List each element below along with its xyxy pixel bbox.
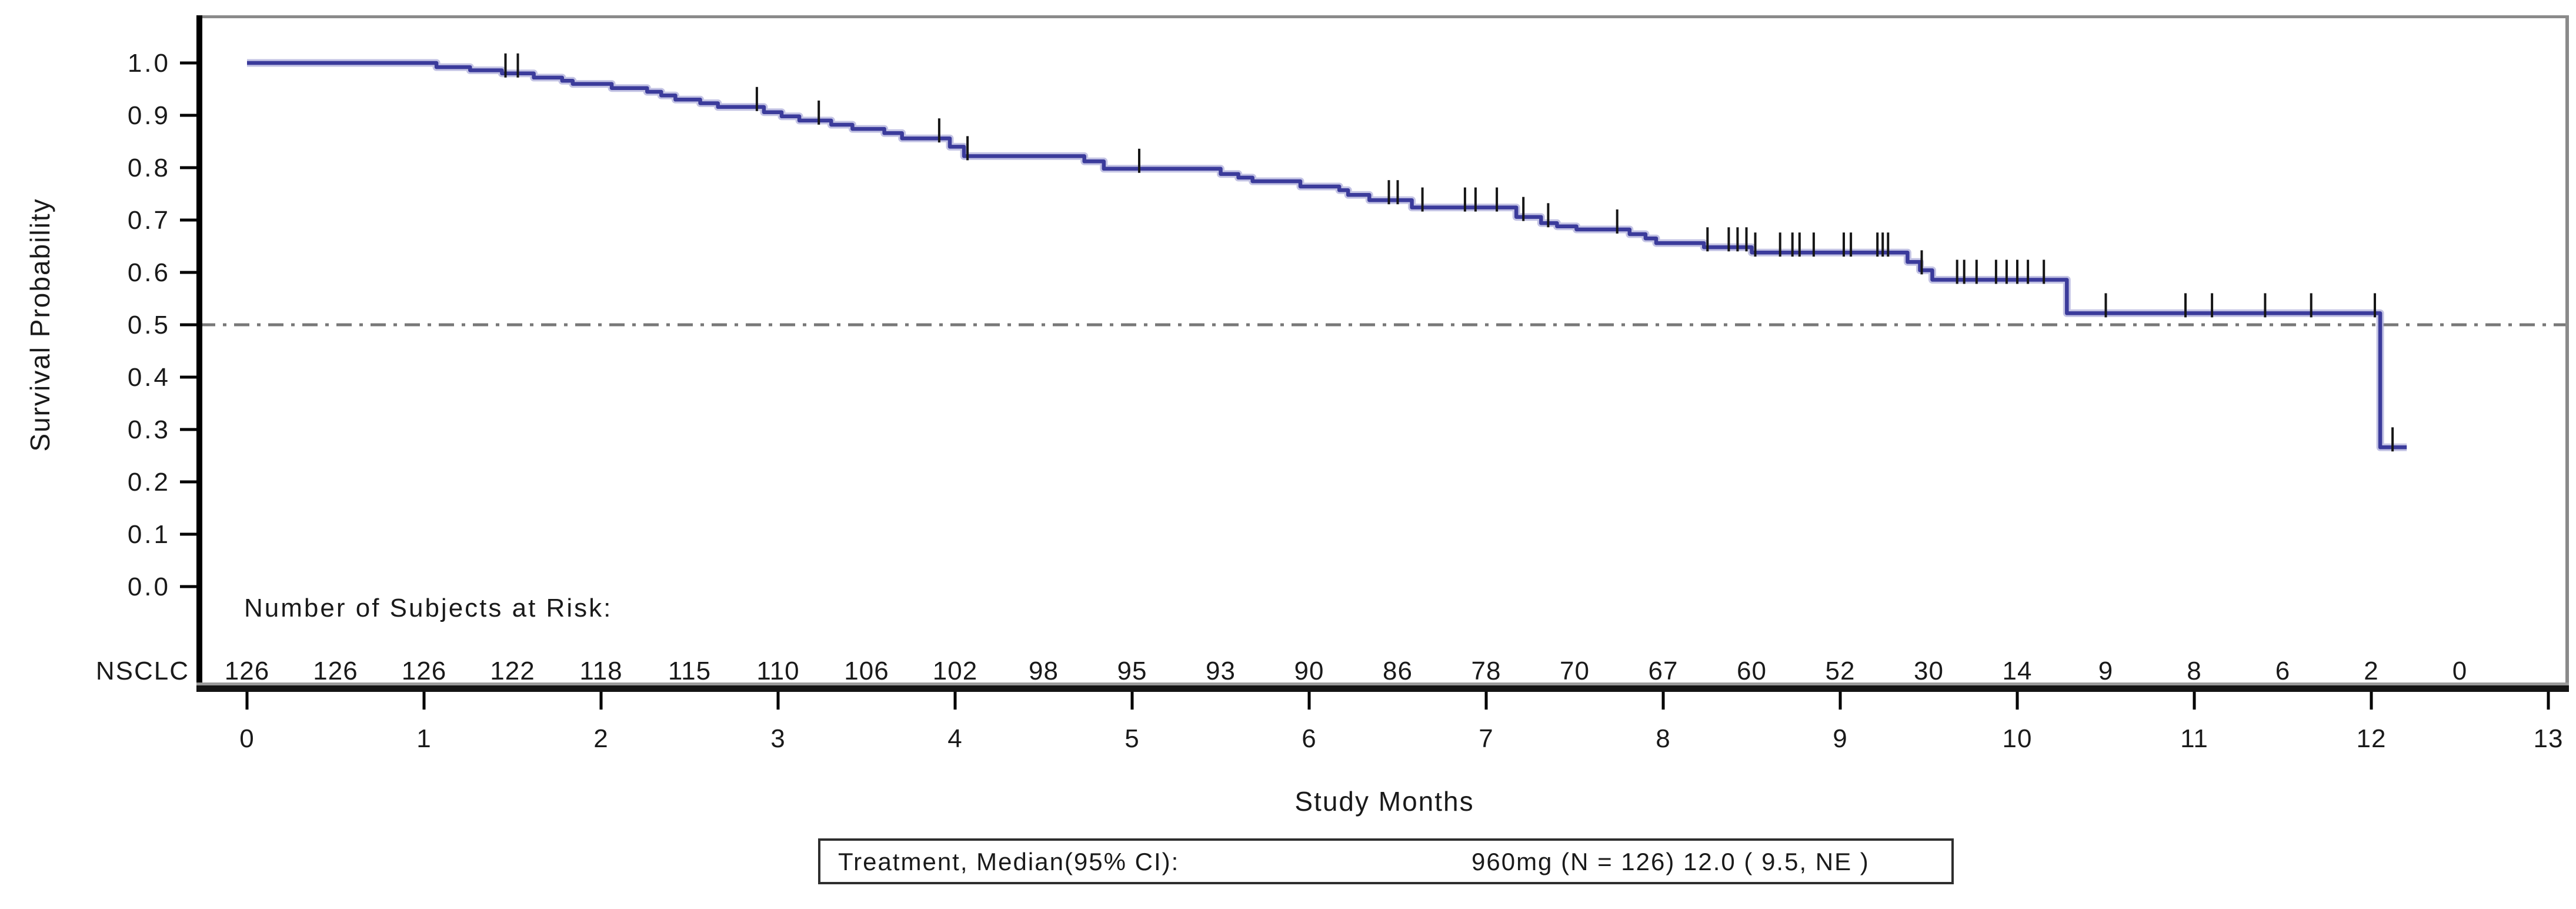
y-tick-label: 0.4 xyxy=(128,363,171,392)
at-risk-count: 30 xyxy=(1914,657,1944,685)
y-tick-label: 0.9 xyxy=(128,101,171,130)
y-tick-label: 0.5 xyxy=(128,311,171,339)
at-risk-count: 106 xyxy=(844,657,889,685)
at-risk-count: 110 xyxy=(756,657,799,685)
x-axis-highlight xyxy=(196,682,2569,685)
x-tick-label: 9 xyxy=(1833,724,1847,753)
x-tick-label: 10 xyxy=(2003,724,2033,753)
y-tick-label: 1.0 xyxy=(128,49,171,78)
legend: Treatment, Median(95% CI): 960mg (N = 12… xyxy=(818,838,1954,884)
at-risk-count: 126 xyxy=(313,657,358,685)
legend-prefix-label: Treatment, Median(95% CI): xyxy=(838,848,1179,875)
x-tick-label: 5 xyxy=(1125,724,1139,753)
y-tick-label: 0.1 xyxy=(128,520,171,549)
at-risk-count: 95 xyxy=(1117,657,1147,685)
x-tick-label: 2 xyxy=(593,724,608,753)
y-tick-label: 0.2 xyxy=(128,468,171,497)
at-risk-count: 2 xyxy=(2364,657,2378,685)
y-tick-label: 0.7 xyxy=(128,206,171,235)
y-tick-label: 0.3 xyxy=(128,415,171,444)
at-risk-count: 60 xyxy=(1737,657,1767,685)
y-tick-label: 0.6 xyxy=(128,258,171,287)
x-tick-label: 1 xyxy=(416,724,431,753)
at-risk-count: 93 xyxy=(1206,657,1236,685)
at-risk-count: 8 xyxy=(2187,657,2201,685)
at-risk-count: 115 xyxy=(668,657,711,685)
at-risk-count: 86 xyxy=(1383,657,1413,685)
legend-entry-label: 960mg (N = 126) 12.0 ( 9.5, NE ) xyxy=(1471,848,1870,875)
y-axis-title: Survival Probability xyxy=(25,198,55,451)
x-tick-label: 8 xyxy=(1656,724,1670,753)
chart-generated-layer: 1.00.90.80.70.60.50.40.30.20.10.00 1 2 3 4 5 6… xyxy=(128,15,2569,866)
plot-frame-right xyxy=(2565,15,2569,692)
at-risk-count: 118 xyxy=(579,657,622,685)
at-risk-count: 52 xyxy=(1826,657,1856,685)
at-risk-count: 122 xyxy=(490,657,535,685)
at-risk-count: 126 xyxy=(225,657,269,685)
at-risk-row-label: NSCLC xyxy=(96,657,189,685)
at-risk-count: 98 xyxy=(1029,657,1059,685)
x-tick-label: 12 xyxy=(2357,724,2387,753)
at-risk-count: 70 xyxy=(1560,657,1590,685)
at-risk-count: 9 xyxy=(2098,657,2113,685)
x-tick-label: 4 xyxy=(947,724,962,753)
at-risk-count: 14 xyxy=(2003,657,2033,685)
x-tick-label: 3 xyxy=(770,724,785,753)
at-risk-count: 126 xyxy=(402,657,446,685)
at-risk-count: 102 xyxy=(933,657,977,685)
y-tick-label: 0.0 xyxy=(128,572,171,601)
legend-box xyxy=(818,838,1954,884)
x-tick-label: 0 xyxy=(239,724,254,753)
survival-curve-halo xyxy=(247,59,2407,451)
x-tick-label: 13 xyxy=(2534,724,2564,753)
x-tick-label: 6 xyxy=(1302,724,1316,753)
at-risk-header: Number of Subjects at Risk: xyxy=(244,594,612,622)
x-axis-line xyxy=(196,685,2569,692)
at-risk-count: 0 xyxy=(2452,657,2467,685)
plot-frame-top xyxy=(196,15,2569,18)
at-risk-count: 6 xyxy=(2275,657,2290,685)
y-axis-line xyxy=(196,15,202,692)
x-tick-label: 11 xyxy=(2180,724,2208,753)
x-axis-title: Study Months xyxy=(1294,786,1474,817)
at-risk-count: 67 xyxy=(1649,657,1679,685)
at-risk-count: 78 xyxy=(1471,657,1501,685)
survival-curve xyxy=(247,61,2407,449)
x-tick-label: 7 xyxy=(1479,724,1493,753)
y-tick-label: 0.8 xyxy=(128,154,171,182)
at-risk-count: 90 xyxy=(1294,657,1324,685)
